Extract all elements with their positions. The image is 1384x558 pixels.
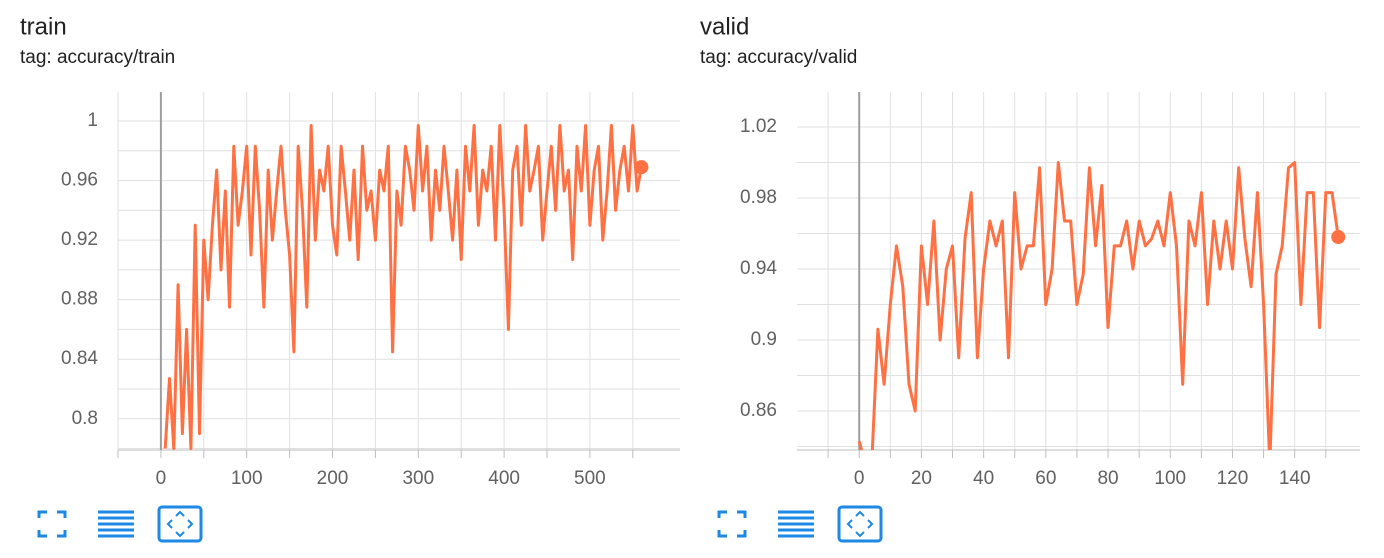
x-tick-label: 20 <box>911 468 932 489</box>
chart-subtitle: tag: accuracy/train <box>20 47 175 68</box>
y-tick-label: 0.98 <box>740 187 777 208</box>
y-tick-label: 0.86 <box>740 400 777 421</box>
x-tick-label: 300 <box>402 468 434 489</box>
x-tick-label: 0 <box>156 468 167 489</box>
plot-area <box>163 124 643 450</box>
fit-icon <box>846 510 874 538</box>
x-tick-label: 100 <box>231 468 263 489</box>
fit-icon <box>166 510 194 538</box>
y-tick-label: 1.02 <box>740 116 777 137</box>
y-tick-label: 0.92 <box>61 229 98 250</box>
list-button[interactable] <box>778 510 814 538</box>
x-tick-label: 120 <box>1217 468 1249 489</box>
x-tick-label: 0 <box>854 468 865 489</box>
chart-subtitle: tag: accuracy/valid <box>700 47 857 68</box>
fit-button[interactable] <box>157 505 203 543</box>
chart-title: train <box>20 13 67 40</box>
x-tick-label: 500 <box>574 468 606 489</box>
x-tick-label: 140 <box>1279 468 1311 489</box>
x-tick-label: 200 <box>317 468 349 489</box>
y-tick-label: 0.8 <box>72 408 98 429</box>
last-point <box>1331 230 1346 245</box>
x-tick-label: 80 <box>1097 468 1118 489</box>
x-tick-label: 400 <box>488 468 520 489</box>
x-tick-label: 60 <box>1035 468 1056 489</box>
toolbar <box>37 505 883 543</box>
plot-area <box>857 161 1340 450</box>
y-tick-label: 0.94 <box>740 258 777 279</box>
y-tick-label: 0.88 <box>61 289 98 310</box>
fullscreen-button[interactable] <box>37 510 67 538</box>
data-line <box>857 161 1340 450</box>
chart-title: valid <box>700 13 749 40</box>
data-line <box>163 124 643 450</box>
x-tick-label: 40 <box>973 468 994 489</box>
fullscreen-button[interactable] <box>717 510 747 538</box>
y-tick-label: 0.9 <box>751 329 777 350</box>
x-tick-label: 100 <box>1154 468 1186 489</box>
y-tick-label: 1 <box>87 110 98 131</box>
list-button[interactable] <box>98 510 134 538</box>
last-point <box>634 160 649 175</box>
fit-button[interactable] <box>837 505 883 543</box>
y-tick-label: 0.96 <box>61 170 98 191</box>
y-tick-label: 0.84 <box>61 348 98 369</box>
